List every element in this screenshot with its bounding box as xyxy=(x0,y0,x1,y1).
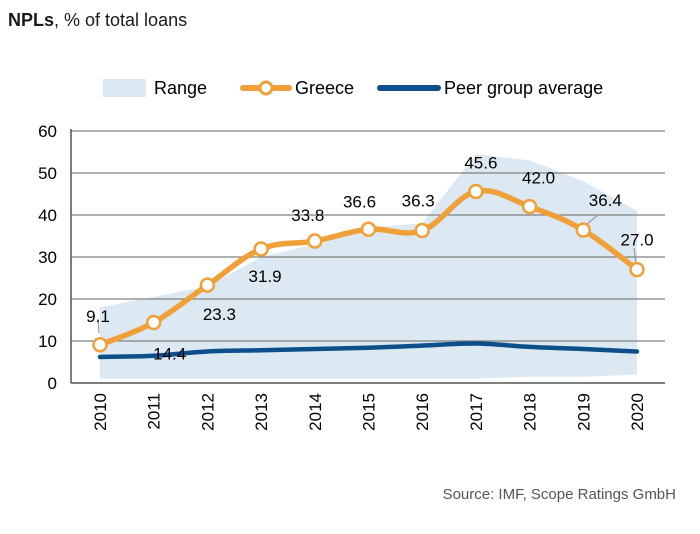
greece-point xyxy=(521,198,538,215)
greece-point xyxy=(414,222,430,239)
x-tick-label: 2018 xyxy=(521,393,540,431)
greece-data-label: 27.0 xyxy=(620,231,653,250)
greece-point xyxy=(307,233,323,249)
x-tick-label: 2020 xyxy=(628,393,647,431)
greece-data-label: 31.9 xyxy=(249,267,282,286)
greece-data-label: 14.4 xyxy=(153,345,186,364)
greece-data-label: 36.3 xyxy=(402,192,435,211)
legend-greece-label: Greece xyxy=(295,78,354,98)
data-label-leader xyxy=(586,214,599,225)
plot-area: 0 10 20 30 40 50 60 2010 2011 2012 2013 2014 2015 201… xyxy=(38,122,665,431)
greece-point xyxy=(253,241,269,257)
x-tick-label: 2013 xyxy=(252,393,271,431)
x-tick-label: 2010 xyxy=(91,393,110,431)
y-tick-label: 0 xyxy=(48,374,57,393)
range-band xyxy=(100,154,637,379)
greece-point xyxy=(145,314,162,331)
greece-point xyxy=(575,222,592,238)
x-tick-label: 2014 xyxy=(306,393,325,431)
y-tick-label: 20 xyxy=(38,290,57,309)
chart-title-bold: NPLs xyxy=(8,10,55,30)
greece-point xyxy=(629,261,645,278)
greece-point xyxy=(92,337,108,353)
chart-title: NPLs, % of total loans xyxy=(8,10,187,31)
y-tick-label: 40 xyxy=(38,206,57,225)
greece-data-label: 36.4 xyxy=(589,191,622,210)
y-tick-label: 50 xyxy=(38,164,57,183)
series-peer-line xyxy=(97,341,640,360)
greece-data-label: 33.8 xyxy=(291,206,324,225)
chart-title-rest: , % of total loans xyxy=(54,10,188,30)
source-note: Source: IMF, Scope Ratings GmbH xyxy=(443,486,676,503)
x-tick-label: 2015 xyxy=(360,393,379,431)
greece-data-label: 36.6 xyxy=(343,192,376,211)
y-tick-label: 10 xyxy=(38,332,57,351)
x-tick-label: 2017 xyxy=(467,393,486,431)
greece-point xyxy=(468,183,484,200)
legend-greece-marker xyxy=(258,80,274,96)
greece-point xyxy=(360,221,377,238)
x-tick-label: 2012 xyxy=(198,393,217,431)
legend-range-label: Range xyxy=(154,78,207,98)
x-tick-label: 2019 xyxy=(574,393,593,431)
data-label-leader xyxy=(97,318,100,334)
legend: Range Greece Peer group average xyxy=(103,78,603,98)
y-tick-label: 30 xyxy=(38,248,57,267)
greece-data-label: 45.6 xyxy=(464,153,497,172)
x-tick-label: 2011 xyxy=(145,393,164,430)
greece-data-label: 42.0 xyxy=(522,169,555,188)
legend-range-swatch xyxy=(103,79,146,97)
y-tick-label: 60 xyxy=(38,122,57,141)
x-tick-label: 2016 xyxy=(413,393,432,431)
greece-data-label: 23.3 xyxy=(203,305,236,324)
greece-data-label: 9.1 xyxy=(86,307,110,326)
legend-peer-label: Peer group average xyxy=(444,78,603,98)
greece-point xyxy=(199,277,216,293)
data-label-leader xyxy=(633,247,637,264)
